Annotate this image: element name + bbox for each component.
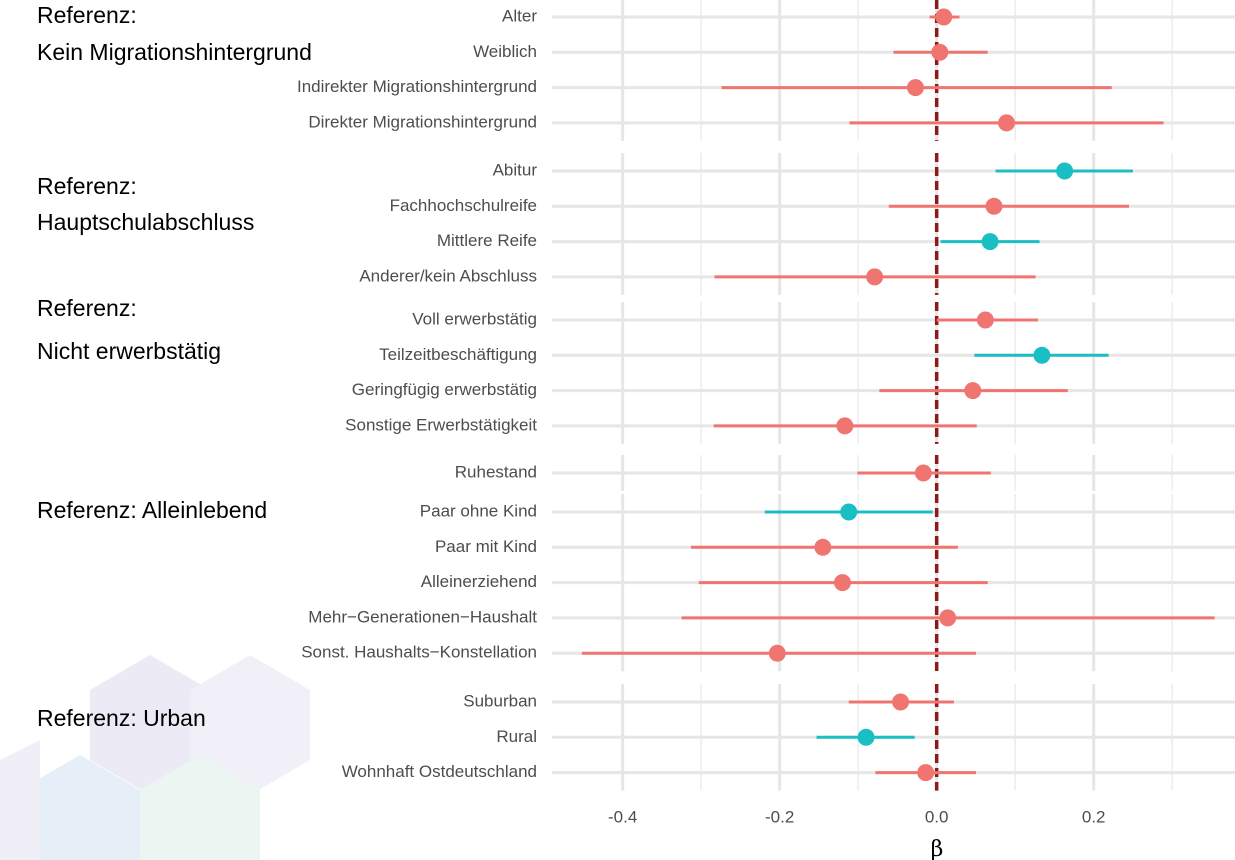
estimate-point bbox=[1033, 346, 1051, 364]
category-label: Sonstige Erwerbstätigkeit bbox=[345, 415, 537, 434]
x-tick-label: 0.2 bbox=[1082, 807, 1106, 826]
category-label: Rural bbox=[496, 727, 537, 746]
reference-annotation: Hauptschulabschluss bbox=[37, 209, 254, 235]
estimate-point bbox=[998, 114, 1016, 132]
category-label: Fachhochschulreife bbox=[390, 196, 537, 215]
estimate-point bbox=[833, 574, 851, 592]
x-tick-label: -0.4 bbox=[608, 807, 637, 826]
reference-annotation: Kein Migrationshintergrund bbox=[37, 39, 312, 65]
category-label: Teilzeitbeschäftigung bbox=[379, 345, 537, 364]
x-axis-label: β bbox=[931, 837, 944, 860]
panel-background bbox=[552, 153, 1235, 295]
reference-annotation: Referenz: bbox=[37, 2, 137, 28]
estimate-point bbox=[964, 382, 982, 400]
category-label: Direkter Migrationshintergrund bbox=[308, 112, 537, 131]
category-label: Sonst. Haushalts−Konstellation bbox=[301, 643, 537, 662]
category-label: Indirekter Migrationshintergrund bbox=[297, 77, 537, 96]
category-label: Weiblich bbox=[473, 42, 537, 61]
category-label: Geringfügig erwerbstätig bbox=[352, 380, 537, 399]
estimate-point bbox=[917, 764, 935, 782]
category-label: Wohnhaft Ostdeutschland bbox=[342, 762, 537, 781]
estimate-point bbox=[840, 503, 858, 521]
estimate-point bbox=[914, 464, 932, 482]
panel-background bbox=[552, 0, 1235, 141]
reference-annotation: Referenz: Alleinlebend bbox=[37, 497, 267, 523]
category-label: Alter bbox=[502, 6, 537, 25]
background-hexagons bbox=[0, 655, 310, 860]
estimate-point bbox=[981, 233, 999, 251]
category-label: Abitur bbox=[493, 160, 538, 179]
category-label: Alleinerziehend bbox=[421, 572, 537, 591]
estimate-point bbox=[866, 268, 884, 286]
estimate-point bbox=[814, 538, 832, 556]
estimate-point bbox=[976, 311, 994, 329]
estimate-point bbox=[939, 609, 957, 627]
panel-background bbox=[552, 302, 1235, 444]
category-label: Mittlere Reife bbox=[437, 231, 537, 250]
category-label: Ruhestand bbox=[455, 462, 537, 481]
estimate-point bbox=[1056, 162, 1074, 180]
plot-area: Alter Weiblich Indirekter Migrationshinter… bbox=[37, 0, 1235, 826]
estimate-point bbox=[768, 644, 786, 662]
estimate-point bbox=[931, 43, 949, 61]
category-label: Voll erwerbstätig bbox=[412, 309, 537, 328]
category-label: Anderer/kein Abschluss bbox=[359, 266, 537, 285]
x-tick-label: -0.2 bbox=[765, 807, 794, 826]
category-label: Suburban bbox=[463, 691, 537, 710]
reference-annotation: Nicht erwerbstätig bbox=[37, 338, 221, 364]
reference-annotation: Referenz: bbox=[37, 295, 137, 321]
estimate-point bbox=[935, 8, 953, 26]
estimate-point bbox=[906, 79, 924, 97]
estimate-point bbox=[836, 417, 854, 435]
estimate-point bbox=[857, 728, 875, 746]
estimate-point bbox=[892, 693, 910, 711]
x-tick-label: 0.0 bbox=[925, 807, 949, 826]
category-label: Mehr−Generationen−Haushalt bbox=[308, 607, 537, 626]
reference-annotation: Referenz: bbox=[37, 173, 137, 199]
category-label: Paar mit Kind bbox=[435, 537, 537, 556]
category-label: Paar ohne Kind bbox=[420, 501, 537, 520]
reference-annotation: Referenz: Urban bbox=[37, 705, 206, 731]
estimate-point bbox=[985, 197, 1003, 215]
